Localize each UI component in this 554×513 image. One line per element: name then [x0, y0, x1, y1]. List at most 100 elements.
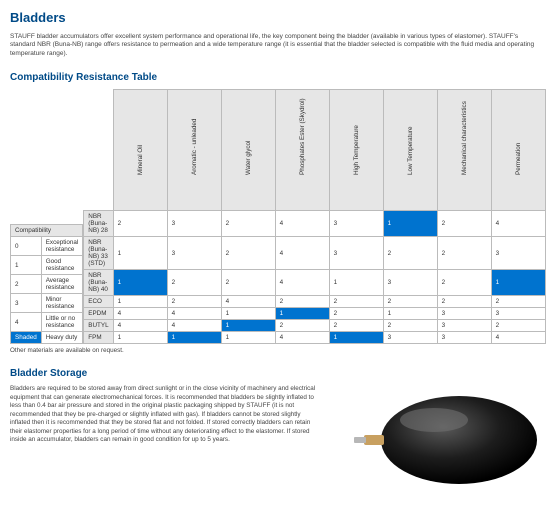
table-row: NBR (Buna-NB) 4012241321: [84, 270, 545, 296]
value-cell: 2: [275, 320, 329, 332]
value-cell: 3: [437, 308, 491, 320]
column-header: Low Temperature: [383, 90, 437, 211]
legend-key: 1: [11, 256, 42, 275]
material-cell: NBR (Buna-NB) 33 (STD): [84, 237, 113, 270]
column-header: Aromatic - unleaded: [167, 90, 221, 211]
value-cell: 1: [329, 270, 383, 296]
compat-table-wrap: Compatibility 0Exceptional resistance1Go…: [10, 89, 544, 344]
legend-value: Little or no resistance: [41, 313, 83, 332]
intro-text: STAUFF bladder accumulators offer excell…: [10, 33, 544, 58]
value-cell: 1: [167, 332, 221, 344]
compat-corner: [84, 90, 113, 211]
value-cell: 1: [329, 332, 383, 344]
value-cell: 4: [275, 332, 329, 344]
table-row: NBR (Buna-NB) 33 (STD)13243223: [84, 237, 545, 270]
value-cell: 2: [491, 320, 545, 332]
value-cell: 2: [329, 296, 383, 308]
table-row: FPM11141334: [84, 332, 545, 344]
material-cell: EPDM: [84, 308, 113, 320]
legend-value: Good resistance: [41, 256, 83, 275]
value-cell: 3: [437, 320, 491, 332]
legend-key: 0: [11, 237, 42, 256]
value-cell: 4: [275, 270, 329, 296]
value-cell: 1: [221, 332, 275, 344]
value-cell: 1: [113, 270, 167, 296]
legend-value: Exceptional resistance: [41, 237, 83, 256]
material-cell: ECO: [84, 296, 113, 308]
value-cell: 2: [437, 237, 491, 270]
value-cell: 1: [383, 308, 437, 320]
value-cell: 2: [329, 308, 383, 320]
value-cell: 3: [437, 332, 491, 344]
column-header: Phosphates Ester (Skydrol): [275, 90, 329, 211]
column-header: Water glycol: [221, 90, 275, 211]
value-cell: 2: [167, 270, 221, 296]
value-cell: 1: [113, 332, 167, 344]
value-cell: 1: [491, 270, 545, 296]
bladder-image: [334, 385, 544, 495]
value-cell: 3: [167, 237, 221, 270]
material-cell: BUTYL: [84, 320, 113, 332]
material-cell: FPM: [84, 332, 113, 344]
table-row: EPDM44112133: [84, 308, 545, 320]
value-cell: 4: [113, 308, 167, 320]
column-header: Permeation: [491, 90, 545, 211]
value-cell: 4: [221, 296, 275, 308]
legend-key: 2: [11, 275, 42, 294]
value-cell: 2: [329, 320, 383, 332]
legend-value: Average resistance: [41, 275, 83, 294]
value-cell: 2: [437, 270, 491, 296]
value-cell: 2: [383, 320, 437, 332]
value-cell: 1: [275, 308, 329, 320]
page-title: Bladders: [10, 10, 544, 25]
value-cell: 1: [221, 308, 275, 320]
value-cell: 3: [329, 211, 383, 237]
value-cell: 2: [167, 296, 221, 308]
table-row: BUTYL44122232: [84, 320, 545, 332]
legend-value: Minor resistance: [41, 294, 83, 313]
compat-table: Mineral OilAromatic - unleadedWater glyc…: [83, 89, 545, 344]
value-cell: 4: [113, 320, 167, 332]
value-cell: 3: [491, 237, 545, 270]
material-cell: NBR (Buna-NB) 28: [84, 211, 113, 237]
value-cell: 3: [167, 211, 221, 237]
value-cell: 2: [437, 296, 491, 308]
legend-value: Heavy duty: [41, 332, 83, 344]
value-cell: 2: [437, 211, 491, 237]
storage-text: Bladders are required to be stored away …: [10, 385, 320, 495]
value-cell: 3: [383, 332, 437, 344]
column-header: Mineral Oil: [113, 90, 167, 211]
value-cell: 4: [491, 211, 545, 237]
table-footnote: Other materials are available on request…: [10, 347, 544, 354]
value-cell: 3: [329, 237, 383, 270]
legend-key: 4: [11, 313, 42, 332]
value-cell: 2: [383, 237, 437, 270]
table-row: NBR (Buna-NB) 2823243124: [84, 211, 545, 237]
storage-heading: Bladder Storage: [10, 368, 544, 379]
value-cell: 4: [491, 332, 545, 344]
legend-key: 3: [11, 294, 42, 313]
value-cell: 2: [275, 296, 329, 308]
storage-section: Bladders are required to be stored away …: [10, 385, 544, 495]
value-cell: 2: [221, 211, 275, 237]
value-cell: 3: [491, 308, 545, 320]
value-cell: 1: [383, 211, 437, 237]
value-cell: 2: [221, 237, 275, 270]
value-cell: 1: [113, 237, 167, 270]
value-cell: 2: [113, 211, 167, 237]
value-cell: 4: [167, 320, 221, 332]
value-cell: 3: [383, 270, 437, 296]
legend-header: Compatibility: [11, 225, 83, 237]
material-cell: NBR (Buna-NB) 40: [84, 270, 113, 296]
compat-heading: Compatibility Resistance Table: [10, 72, 544, 83]
value-cell: 2: [383, 296, 437, 308]
value-cell: 1: [113, 296, 167, 308]
table-row: ECO12422222: [84, 296, 545, 308]
value-cell: 2: [491, 296, 545, 308]
value-cell: 4: [167, 308, 221, 320]
value-cell: 4: [275, 237, 329, 270]
legend-table: Compatibility 0Exceptional resistance1Go…: [10, 224, 83, 344]
value-cell: 2: [221, 270, 275, 296]
column-header: Mechanical characteristics: [437, 90, 491, 211]
value-cell: 4: [275, 211, 329, 237]
